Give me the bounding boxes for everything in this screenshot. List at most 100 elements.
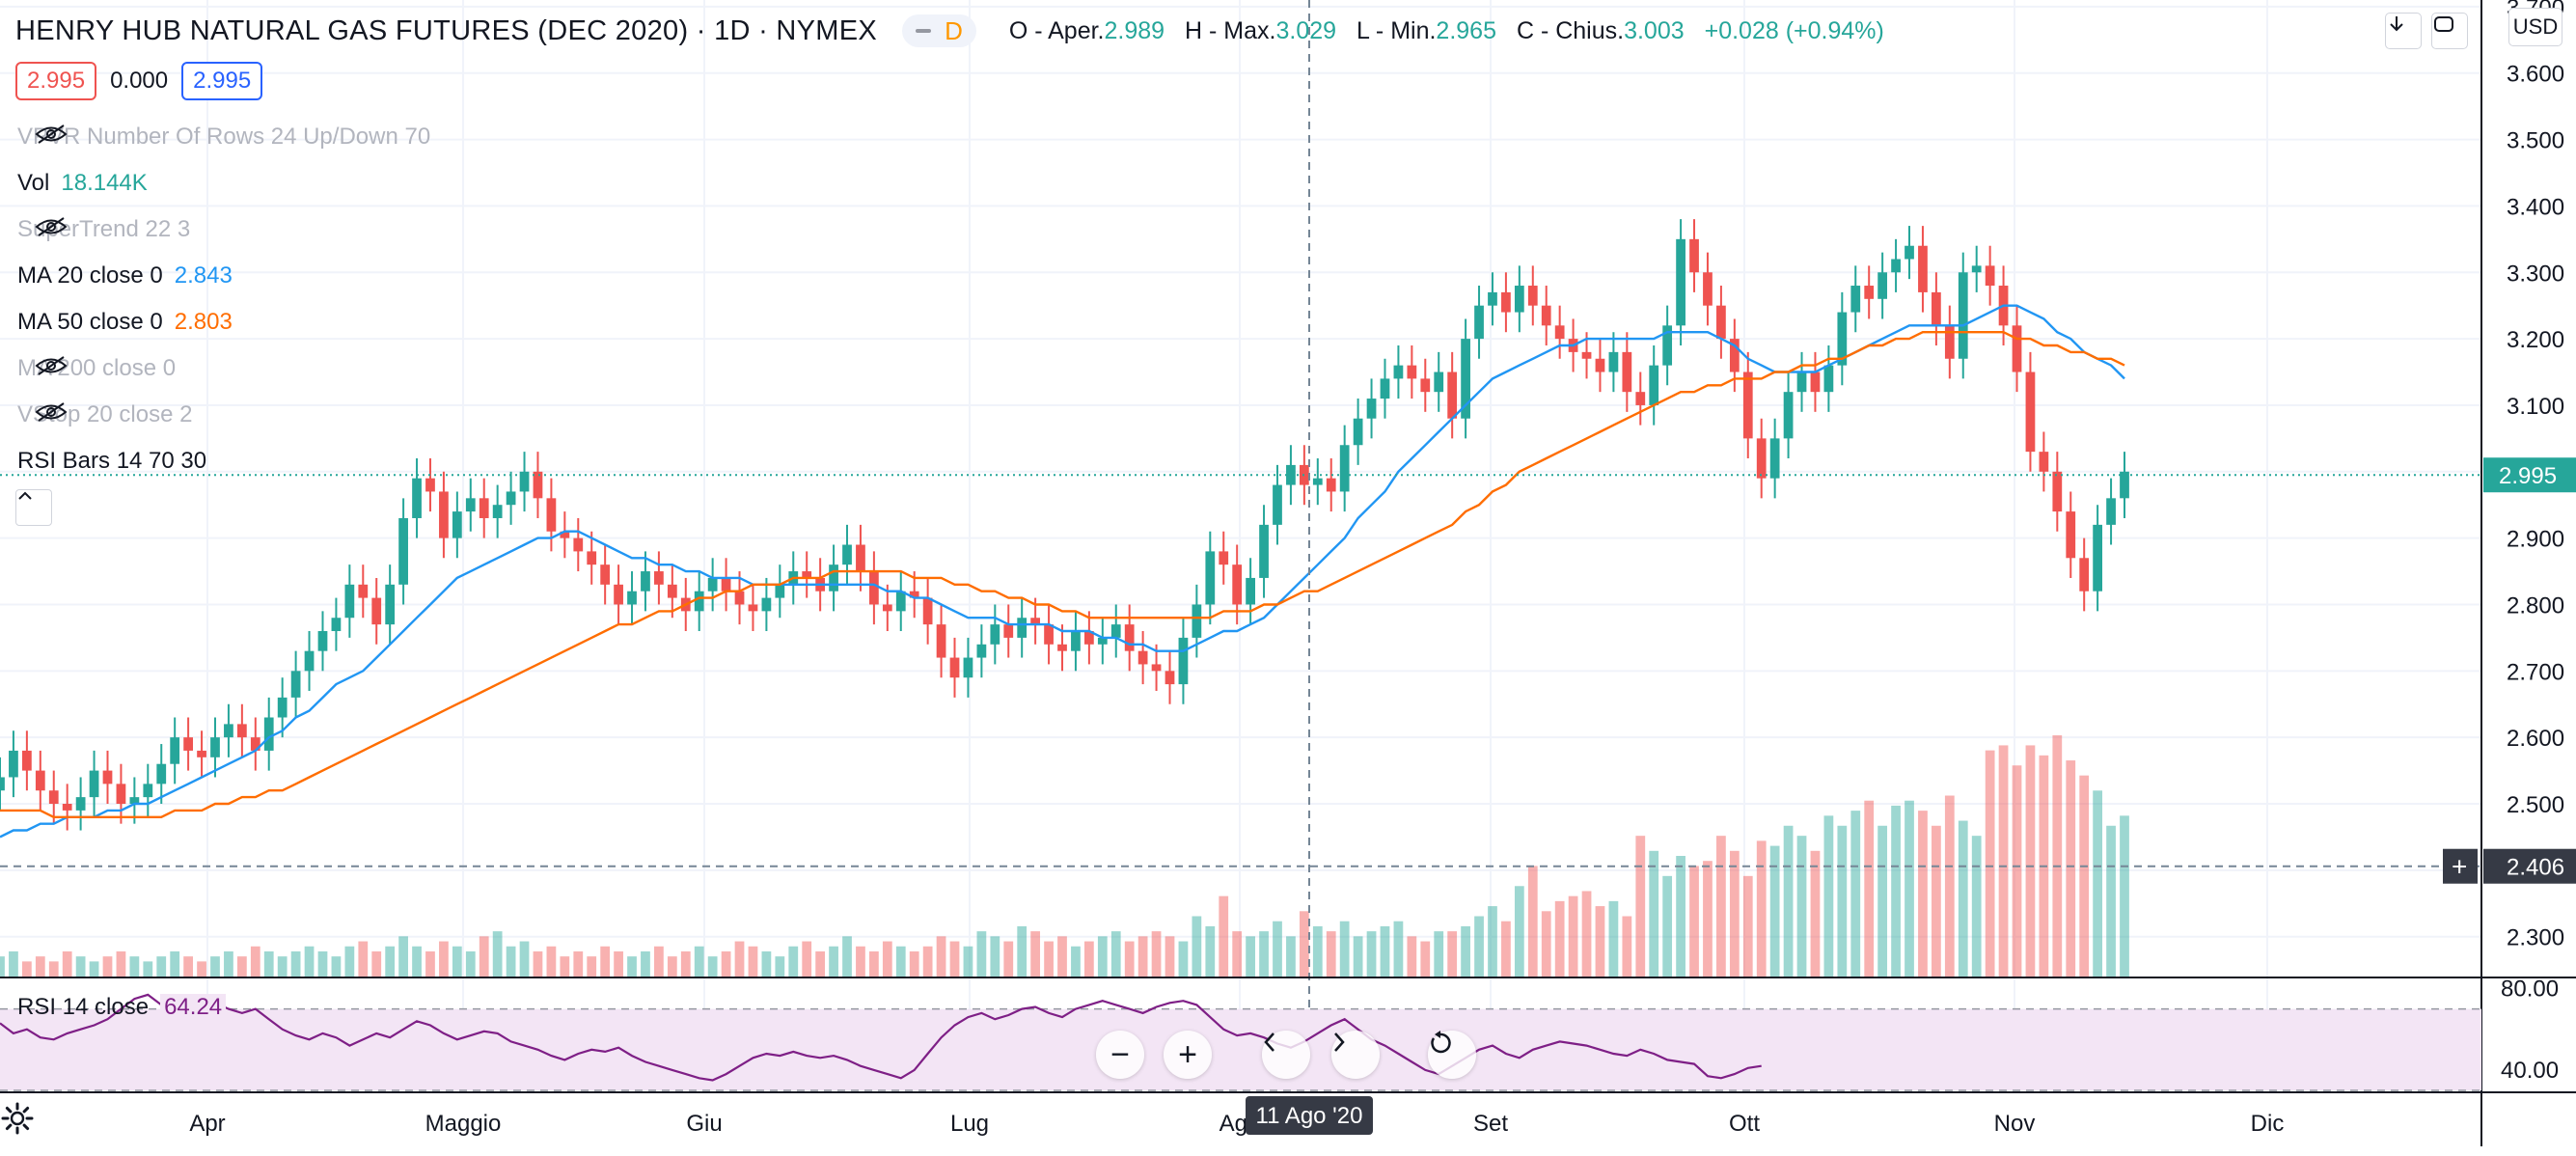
zoom-out-button[interactable]: − xyxy=(1096,1031,1144,1079)
candle-body xyxy=(519,471,530,492)
volume-bar xyxy=(197,961,206,977)
candle-body xyxy=(1044,624,1054,645)
legend-ma50-value: 2.803 xyxy=(174,309,233,335)
price-tick-label: 2.900 xyxy=(2507,527,2564,553)
currency-button[interactable]: USD xyxy=(2508,8,2562,46)
volume-bar xyxy=(519,941,530,977)
candle-body xyxy=(587,551,597,565)
eye-hidden-icon[interactable] xyxy=(35,124,68,145)
volume-bar xyxy=(1273,921,1282,977)
candle-body xyxy=(1447,372,1458,419)
candle-body xyxy=(2052,471,2063,512)
candle-body xyxy=(1461,339,1470,419)
candle-body xyxy=(1527,286,1538,306)
volume-bar xyxy=(2066,760,2076,977)
volume-bar xyxy=(1944,795,1955,977)
volume-bar xyxy=(1554,900,1565,977)
scroll-right-button[interactable] xyxy=(1331,1031,1380,1079)
volume-bar xyxy=(9,950,18,977)
time-tick-label: Dic xyxy=(2251,1111,2285,1137)
volume-bar xyxy=(1998,745,2009,977)
candle-body xyxy=(1742,372,1753,439)
candle-body xyxy=(1353,418,1363,446)
volume-bar xyxy=(694,946,704,977)
chart-header: HENRY HUB NATURAL GAS FUTURES (DEC 2020)… xyxy=(15,12,1898,50)
candle-body xyxy=(1676,238,1685,326)
ohlc-high-key: H - Max. xyxy=(1185,16,1276,44)
fullscreen-button[interactable] xyxy=(2431,13,2468,49)
volume-bar xyxy=(1151,931,1162,977)
candle-body xyxy=(1877,272,1888,299)
collapse-legend-button[interactable] xyxy=(15,489,52,526)
eye-hidden-icon[interactable] xyxy=(35,355,68,376)
candle-body xyxy=(263,717,274,751)
candle-body xyxy=(304,650,315,672)
candle-body xyxy=(882,604,892,612)
candle-body xyxy=(439,491,449,538)
volume-bar xyxy=(492,931,503,977)
minimize-icon xyxy=(916,29,932,33)
ohlc-change: +0.028 (+0.94%) xyxy=(1704,16,1884,44)
candle-body xyxy=(1554,325,1565,340)
legend-supertrend[interactable]: SuperTrend 22 3 xyxy=(17,216,190,243)
crosshair-date-label: 11 Ago '20 xyxy=(1256,1103,1363,1129)
candle-body xyxy=(1501,291,1511,313)
legend-rsi-bars[interactable]: RSI Bars 14 70 30 xyxy=(17,448,206,475)
volume-bar xyxy=(412,946,422,977)
volume-bar xyxy=(829,946,838,977)
legend-ma50[interactable]: MA 50 close 0 2.803 xyxy=(17,309,233,336)
candle-body xyxy=(721,577,731,592)
bid-price-box[interactable]: 2.995 xyxy=(15,62,97,100)
rsi-tick-label: 40.00 xyxy=(2501,1058,2559,1084)
candle-body xyxy=(734,591,745,605)
bid-ask-row: 2.995 0.000 2.995 xyxy=(15,62,263,100)
volume-bar xyxy=(1823,815,1834,977)
candle-body xyxy=(1796,372,1807,393)
candle-body xyxy=(1286,464,1296,485)
volume-bar xyxy=(1756,840,1767,977)
candle-body xyxy=(1232,564,1243,605)
symbol-title[interactable]: HENRY HUB NATURAL GAS FUTURES (DEC 2020)… xyxy=(15,14,878,46)
candle-body xyxy=(1273,484,1282,525)
zoom-in-button[interactable]: + xyxy=(1164,1031,1212,1079)
legend-vol-value: 18.144K xyxy=(61,170,148,196)
reset-chart-button[interactable] xyxy=(1428,1031,1476,1079)
candle-body xyxy=(1246,577,1255,605)
volume-bar xyxy=(1488,906,1497,977)
volume-bar xyxy=(560,956,570,977)
candle-body xyxy=(1783,392,1794,439)
candle-body xyxy=(1649,365,1659,405)
legend-vstop[interactable]: VStop 20 close 2 xyxy=(17,401,192,428)
legend-vpvr[interactable]: VPVR Number Of Rows 24 Up/Down 70 xyxy=(17,124,430,151)
scroll-left-button[interactable] xyxy=(1262,1031,1310,1079)
candle-body xyxy=(856,544,865,572)
interval-pill[interactable]: D xyxy=(902,14,976,47)
legend-rsi[interactable]: RSI 14 close 64.24 xyxy=(17,994,227,1021)
candle-body xyxy=(102,770,113,784)
candle-body xyxy=(1407,365,1417,379)
download-button[interactable] xyxy=(2385,13,2422,49)
volume-bar xyxy=(1205,925,1216,977)
ask-price-box[interactable]: 2.995 xyxy=(181,62,263,100)
volume-bar xyxy=(1810,850,1821,977)
legend-vol[interactable]: Vol 18.144K xyxy=(17,170,148,197)
candle-body xyxy=(344,584,355,619)
gear-icon[interactable] xyxy=(0,1101,35,1136)
volume-bar xyxy=(856,946,865,977)
volume-bar xyxy=(425,950,435,977)
candle-body xyxy=(48,790,59,805)
volume-bar xyxy=(344,946,355,977)
volume-bar xyxy=(290,950,301,977)
candle-body xyxy=(895,591,906,612)
rsi-band xyxy=(0,1008,2481,1090)
eye-hidden-icon[interactable] xyxy=(35,401,68,423)
legend-ma20[interactable]: MA 20 close 0 2.843 xyxy=(17,262,233,289)
volume-bar xyxy=(116,950,126,977)
volume-bar xyxy=(452,946,462,977)
eye-hidden-icon[interactable] xyxy=(35,216,68,237)
ohlc-high-value: 3.029 xyxy=(1275,16,1337,44)
legend-ma200[interactable]: MA 200 close 0 xyxy=(17,355,176,382)
candle-body xyxy=(492,505,503,518)
